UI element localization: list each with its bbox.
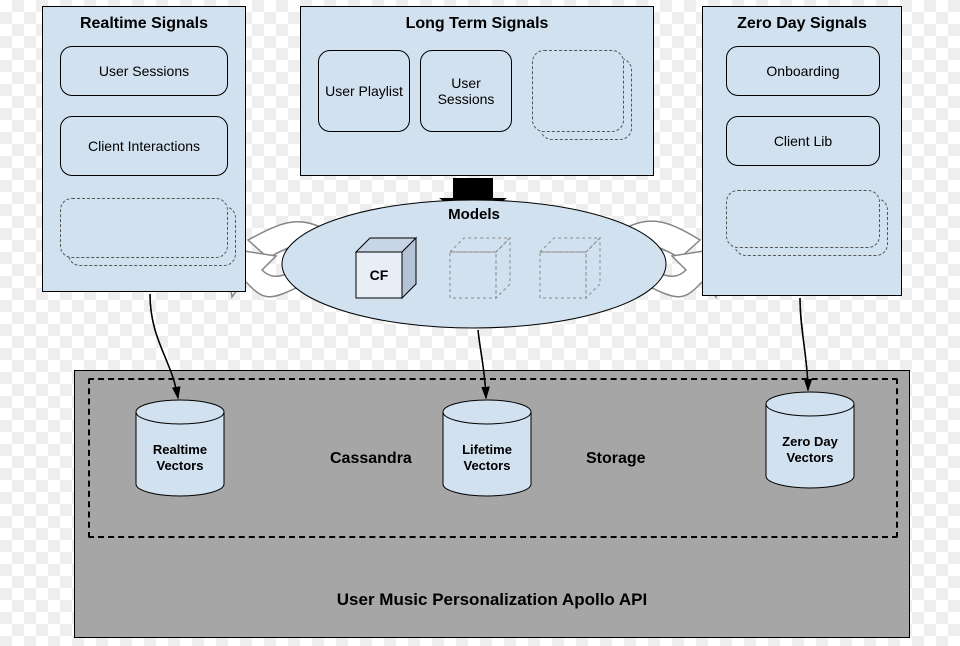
cassandra-label: Cassandra [330,450,412,468]
ghost-cube [540,238,600,298]
api-label: User Music Personalization Apollo API [74,590,910,610]
zeroday-box-0: Onboarding [726,46,880,96]
zeroday-box-1: Client Lib [726,116,880,166]
longterm-title: Long Term Signals [301,7,653,37]
cf-cube: CF [356,238,416,298]
realtime-title: Realtime Signals [43,7,245,37]
zeroday-placeholder [726,190,880,248]
realtime-placeholder [60,198,228,258]
cassandra-storage-region [88,378,898,538]
zeroday-title: Zero Day Signals [703,7,901,37]
flow-arrow [248,222,378,275]
ghost-cube [450,238,510,298]
storage-label: Storage [586,450,646,468]
longterm-box-0: User Playlist [318,50,410,132]
longterm-box-1: User Sessions [420,50,512,132]
longterm-placeholder [532,50,624,132]
realtime-box-0: User Sessions [60,46,228,96]
flow-arrow [570,221,700,275]
models-title: Models [414,206,534,223]
svg-text:CF: CF [370,267,389,283]
realtime-box-1: Client Interactions [60,116,228,176]
